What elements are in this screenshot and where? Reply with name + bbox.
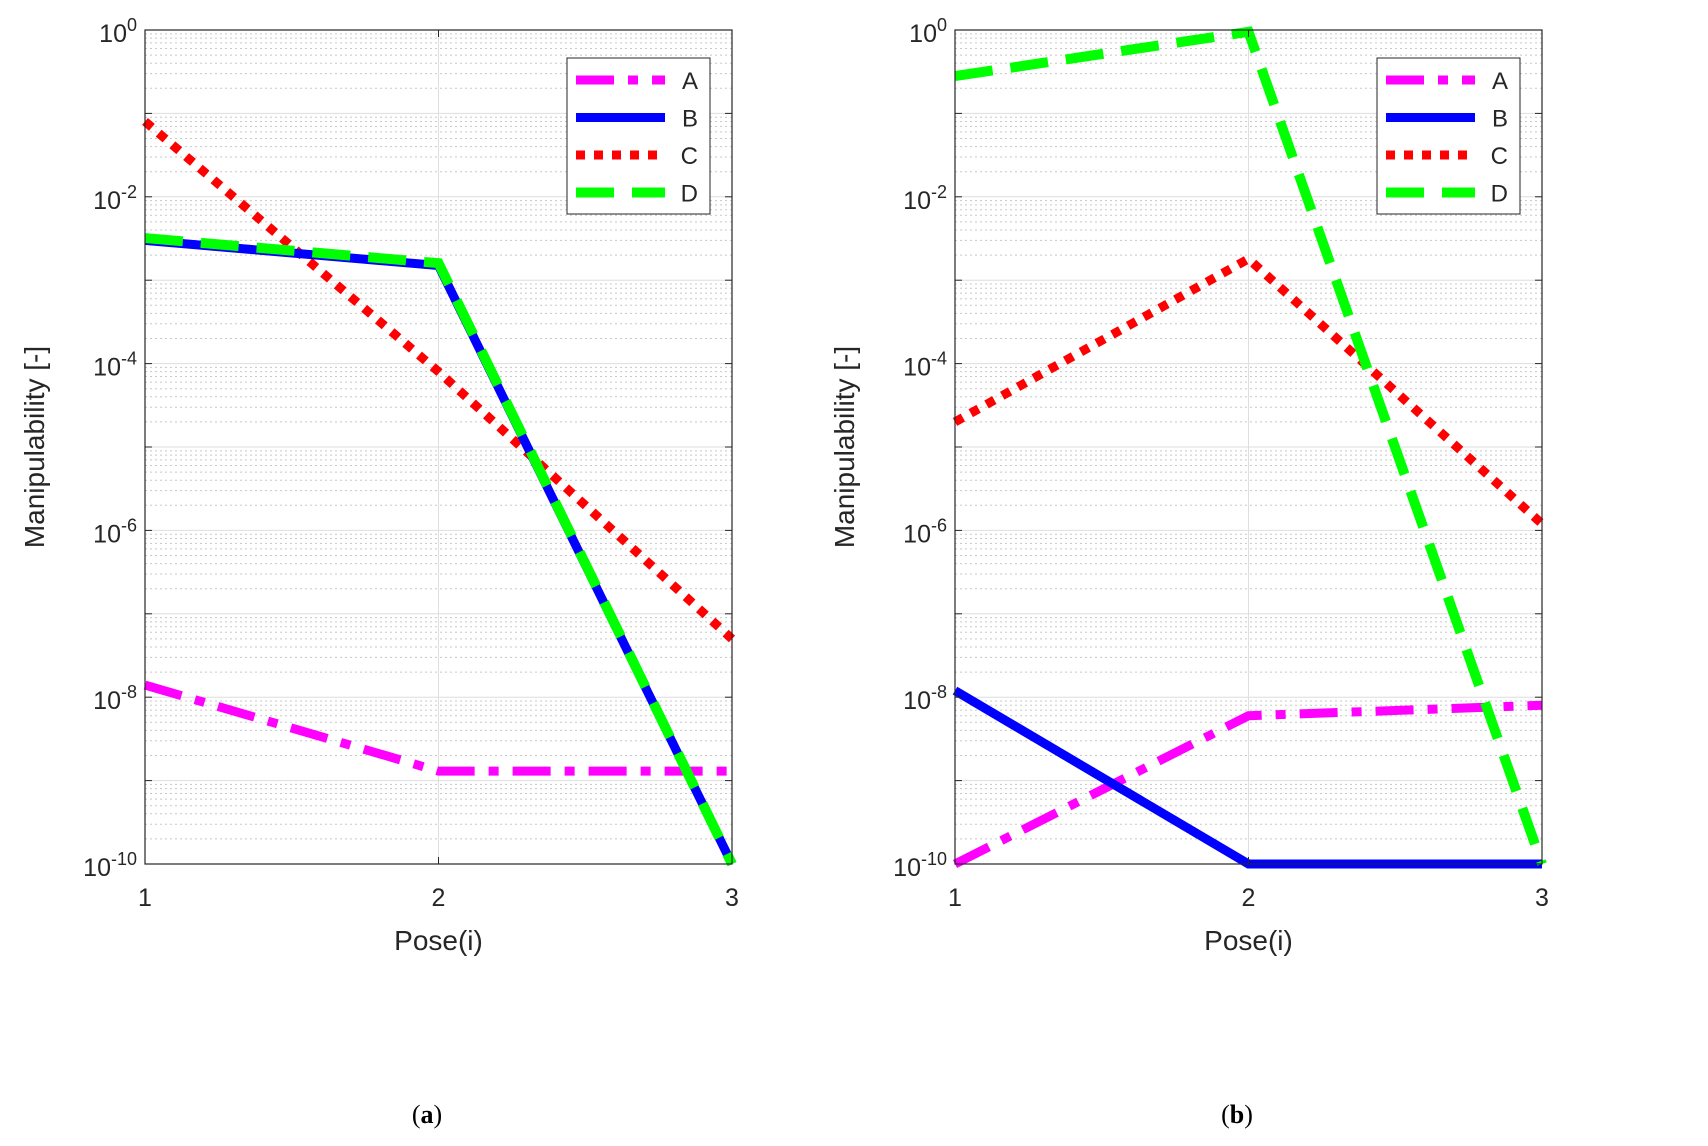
legend-label-B: B xyxy=(682,106,698,133)
legend-label-A: A xyxy=(682,68,698,95)
y-tick-label: 10-4 xyxy=(903,349,947,382)
chart-panel-b: 100 10-2 10-4 10-6 10-8 10-10 1 2 3 Pose(i) Manipu… xyxy=(810,0,1664,1146)
y-axis-label: Manipulability [-] xyxy=(829,346,860,548)
y-tick-label: 10-10 xyxy=(893,849,947,882)
x-tick-label: 1 xyxy=(138,884,152,912)
y-axis-label: Manipulability [-] xyxy=(19,346,50,548)
y-tick-label: 100 xyxy=(909,15,947,48)
series-line-A xyxy=(143,680,732,776)
x-tick-label: 3 xyxy=(725,884,739,912)
x-tick-label: 2 xyxy=(1242,884,1256,912)
y-tick-label: 10-10 xyxy=(83,849,137,882)
x-tick-label: 1 xyxy=(948,884,962,912)
y-tick-label: 10-8 xyxy=(903,682,947,715)
series-line-C xyxy=(142,118,736,643)
chart-panel-a: 100 10-2 10-4 10-6 10-8 10-10 1 2 3 Pose(i) Manipu… xyxy=(19,15,739,1129)
caption-a: (a) xyxy=(411,1100,443,1129)
x-tick-label: 3 xyxy=(1535,884,1549,912)
y-tick-label: 10-6 xyxy=(903,515,947,548)
x-axis-label: Pose(i) xyxy=(1204,925,1293,956)
chart-a-svg: 100 10-2 10-4 10-6 10-8 10-101 2 3 Pose(i) Manipu… xyxy=(19,15,739,956)
series-line-D xyxy=(144,233,737,867)
x-tick-label: 2 xyxy=(432,884,446,912)
caption-b-letter: b xyxy=(1229,1100,1245,1129)
series-line-C xyxy=(952,253,1546,528)
legend-label-C: C xyxy=(681,143,698,170)
y-tick-label: 10-2 xyxy=(903,182,947,215)
chart-b-svg: 100 10-2 10-4 10-6 10-8 10-101 2 3 Pose(i) Manipu… xyxy=(829,15,1549,956)
y-tick-label: 10-6 xyxy=(93,515,137,548)
legend-label-B: B xyxy=(1492,106,1508,133)
y-tick-label: 100 xyxy=(99,15,137,48)
y-tick-label: 10-4 xyxy=(93,349,137,382)
legend-label-C: C xyxy=(1491,143,1508,170)
x-axis-label: Pose(i) xyxy=(394,925,483,956)
legend-label-A: A xyxy=(1492,68,1508,95)
y-tick-label: 10-8 xyxy=(93,682,137,715)
legend-label-D: D xyxy=(681,181,698,208)
series-line-A xyxy=(952,700,1543,869)
caption-a-letter: a xyxy=(420,1100,434,1129)
legend-label-D: D xyxy=(1491,181,1508,208)
y-tick-label: 10-2 xyxy=(93,182,137,215)
caption-b: (b) xyxy=(1221,1100,1253,1129)
